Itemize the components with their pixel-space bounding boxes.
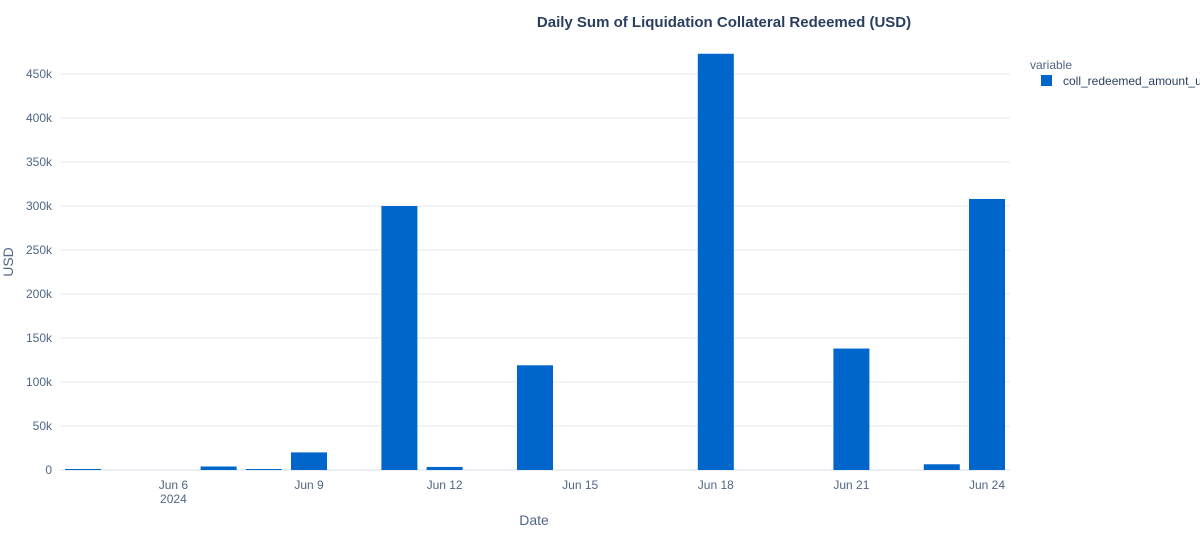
y-axis-ticks: 0 50k 100k 150k 200k 250k 300k 350k 400k 450k [26, 67, 53, 477]
legend-title: variable [1030, 58, 1072, 72]
y-tick-label: 450k [26, 67, 53, 81]
bar[interactable] [381, 206, 418, 470]
y-tick-label: 350k [26, 155, 53, 169]
legend-swatch [1041, 75, 1052, 86]
y-tick-label: 200k [26, 287, 53, 301]
x-tick-label: Jun 15 [562, 478, 598, 492]
y-tick-label: 0 [45, 463, 52, 477]
x-tick-label: Jun 12 [427, 478, 463, 492]
y-tick-label: 250k [26, 243, 53, 257]
y-axis-title: USD [0, 247, 16, 277]
y-tick-label: 100k [26, 375, 53, 389]
x-tick-label: Jun 24 [969, 478, 1005, 492]
y-tick-label: 300k [26, 199, 53, 213]
bar[interactable] [517, 365, 553, 470]
legend: variable coll_redeemed_amount_usd [1030, 58, 1200, 88]
x-axis-title: Date [519, 512, 549, 528]
bar[interactable] [200, 466, 237, 470]
y-tick-label: 150k [26, 331, 53, 345]
bar[interactable] [291, 452, 327, 470]
gridlines [60, 73, 1010, 471]
bar[interactable] [426, 466, 463, 470]
bar[interactable] [969, 198, 1005, 470]
bar[interactable] [923, 464, 960, 470]
bar[interactable] [65, 469, 101, 470]
legend-label: coll_redeemed_amount_usd [1063, 74, 1200, 88]
x-tick-label: Jun 9 [294, 478, 324, 492]
y-tick-label: 400k [26, 111, 53, 125]
bar[interactable] [697, 53, 734, 470]
x-tick-label: Jun 6 [159, 478, 189, 492]
chart-title: Daily Sum of Liquidation Collateral Rede… [537, 14, 911, 31]
bar[interactable] [245, 469, 282, 470]
bar[interactable] [833, 348, 870, 470]
x-tick-label: Jun 18 [698, 478, 734, 492]
x-tick-sublabel: 2024 [160, 492, 187, 506]
y-tick-label: 50k [33, 419, 53, 433]
bars [65, 53, 1005, 470]
legend-item[interactable]: coll_redeemed_amount_usd [1041, 74, 1200, 88]
x-tick-label: Jun 21 [833, 478, 869, 492]
